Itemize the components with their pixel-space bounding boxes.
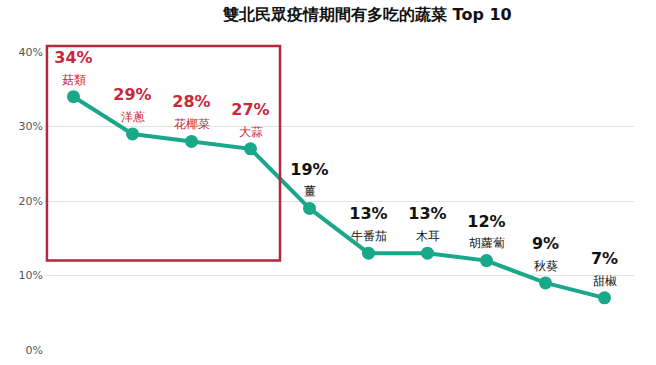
svg-text:27%大蒜: 27%大蒜 — [231, 100, 269, 139]
svg-text:13%牛番茄: 13%牛番茄 — [349, 204, 387, 243]
svg-text:28%花椰菜: 28%花椰菜 — [172, 92, 210, 131]
svg-text:34%菇類: 34%菇類 — [54, 48, 92, 87]
svg-text:7%甜椒: 7%甜椒 — [591, 249, 618, 288]
svg-text:20%: 20% — [19, 195, 43, 208]
svg-text:10%: 10% — [19, 269, 43, 282]
svg-text:9%秋葵: 9%秋葵 — [532, 234, 559, 273]
svg-text:40%: 40% — [19, 46, 43, 59]
svg-text:13%木耳: 13%木耳 — [408, 204, 446, 243]
svg-text:19%薑: 19%薑 — [290, 160, 328, 199]
svg-text:12%胡蘿蔔: 12%胡蘿蔔 — [467, 212, 505, 251]
svg-text:0%: 0% — [26, 344, 43, 357]
svg-text:30%: 30% — [19, 120, 43, 133]
svg-text:29%洋蔥: 29%洋蔥 — [113, 85, 151, 124]
svg-text:雙北民眾疫情期間有多吃的蔬菜 Top 10: 雙北民眾疫情期間有多吃的蔬菜 Top 10 — [222, 5, 512, 24]
